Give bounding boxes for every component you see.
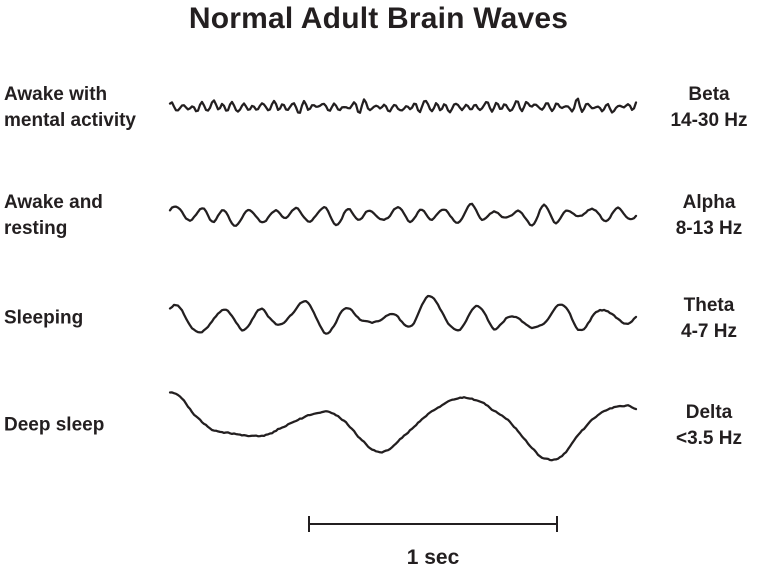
wave-row-beta: Awake with mental activity Beta 14-30 Hz	[0, 55, 757, 159]
page-title: Normal Adult Brain Waves	[188, 2, 569, 35]
wave-name: Alpha	[682, 191, 736, 213]
wave-frequency: <3.5 Hz	[675, 428, 742, 450]
frequency-label: Alpha 8-13 Hz	[661, 190, 757, 242]
state-label: Awake with mental activity	[4, 83, 136, 132]
state-label: Deep sleep	[4, 414, 105, 436]
wave-path	[168, 202, 638, 227]
theta-wave-svg	[168, 294, 638, 335]
state-label: Sleeping	[4, 307, 84, 329]
scale-bar-label: 1 sec	[406, 546, 460, 569]
scale-bar-right-tick	[556, 516, 558, 532]
state-label: Awake and resting	[4, 191, 103, 240]
time-scale: 1 sec	[308, 516, 558, 570]
alpha-waveform	[168, 163, 638, 267]
wave-frequency: 4-7 Hz	[681, 321, 737, 343]
wave-row-delta: Deep sleep Delta <3.5 Hz	[0, 373, 757, 477]
wave-path	[168, 391, 638, 462]
wave-frequency: 8-13 Hz	[675, 218, 743, 240]
alpha-wave-svg	[168, 202, 638, 227]
theta-waveform	[168, 266, 638, 370]
frequency-label: Beta 14-30 Hz	[661, 82, 757, 134]
wave-row-theta: Sleeping Theta 4-7 Hz	[0, 266, 757, 370]
wave-path	[168, 294, 638, 335]
frequency-label: Theta 4-7 Hz	[661, 293, 757, 345]
wave-frequency: 14-30 Hz	[670, 110, 748, 132]
wave-path	[168, 97, 638, 114]
wave-name: Delta	[685, 401, 733, 423]
delta-waveform	[168, 373, 638, 477]
scale-bar-line	[308, 523, 558, 525]
wave-row-alpha: Awake and resting Alpha 8-13 Hz	[0, 163, 757, 267]
beta-waveform	[168, 55, 638, 159]
wave-name: Beta	[688, 83, 730, 105]
delta-wave-svg	[168, 391, 638, 462]
scale-bar	[308, 516, 558, 532]
frequency-label: Delta <3.5 Hz	[661, 400, 757, 452]
beta-wave-svg	[168, 97, 638, 114]
wave-name: Theta	[683, 294, 735, 316]
